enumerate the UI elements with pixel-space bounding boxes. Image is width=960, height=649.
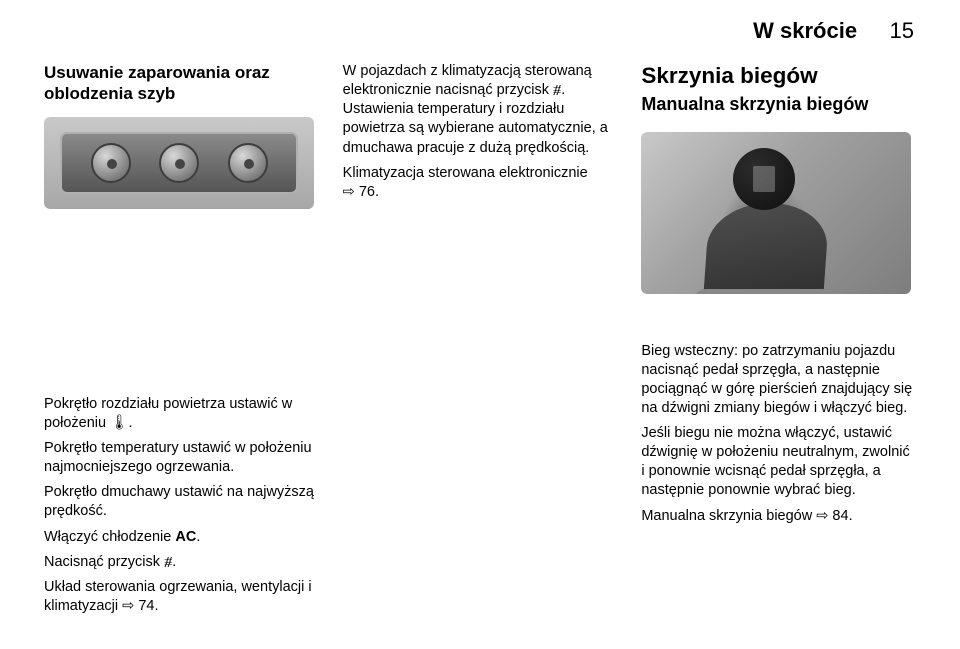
dial-icon <box>228 143 268 183</box>
col1-p6: Układ sterowania ogrzewania, wentylacji … <box>44 578 319 616</box>
page-reference: ⇨ 76 <box>343 184 375 200</box>
climate-panel-dials <box>60 132 298 194</box>
col3-p1: Bieg wsteczny: po zatrzymaniu pojazdu na… <box>641 342 916 419</box>
col1-p2: Pokrętło temperatury ustawić w położeniu… <box>44 439 319 477</box>
text: Układ sterowania ogrzewania, wentylacji … <box>44 579 312 614</box>
col2-p1: W pojazdach z klimatyzacją sterowaną ele… <box>343 62 618 158</box>
col1-p1: Pokrętło rozdziału powietrza ustawić w p… <box>44 395 319 433</box>
page-reference: ⇨ 74 <box>122 598 154 614</box>
gearshift-illustration <box>641 132 911 294</box>
gear-knob-shape <box>733 148 795 210</box>
layout-spacer <box>44 215 319 395</box>
text: . <box>129 415 133 431</box>
col1-p4: Włączyć chłodzenie AC. <box>44 528 319 547</box>
column-1: Usuwanie zaparowania oraz oblodzenia szy… <box>44 62 319 622</box>
text: . <box>849 508 853 524</box>
text: Nacisnąć przycisk <box>44 554 164 570</box>
col3-main-heading: Skrzynia biegów <box>641 62 916 89</box>
page-reference: ⇨ 84 <box>816 508 848 524</box>
text: Pokrętło rozdziału powietrza ustawić w p… <box>44 396 292 431</box>
column-3: Skrzynia biegów Manualna skrzynia biegów… <box>641 62 916 622</box>
text: . <box>172 554 176 570</box>
text: Klimatyzacja sterowana elektronicznie <box>343 165 588 181</box>
defrost-symbol-icon: 🌡 <box>110 415 128 431</box>
text: Włączyć chłodzenie <box>44 529 175 545</box>
rear-defrost-symbol-icon: ⧥ <box>553 82 561 98</box>
ac-label: AC <box>175 529 196 545</box>
text: . <box>196 529 200 545</box>
content-columns: Usuwanie zaparowania oraz oblodzenia szy… <box>44 62 916 622</box>
page-header: W skrócie 15 <box>44 18 916 44</box>
gear-boot-shape <box>702 203 830 294</box>
dial-icon <box>159 143 199 183</box>
col1-p5: Nacisnąć przycisk ⧥. <box>44 553 319 572</box>
column-2: W pojazdach z klimatyzacją sterowaną ele… <box>343 62 618 622</box>
header-page-number: 15 <box>890 18 914 43</box>
col3-sub-heading: Manualna skrzynia biegów <box>641 93 916 116</box>
col1-p3: Pokrętło dmuchawy ustawić na najwyższą p… <box>44 483 319 521</box>
col3-p2: Jeśli biegu nie można włączyć, ustawić d… <box>641 424 916 501</box>
text: . <box>375 184 379 200</box>
col3-p3: Manualna skrzynia biegów ⇨ 84. <box>641 507 916 526</box>
page-root: W skrócie 15 Usuwanie zaparowania oraz o… <box>0 0 960 649</box>
col2-p2: Klimatyzacja sterowana elektronicznie ⇨ … <box>343 164 618 202</box>
text: . <box>154 598 158 614</box>
climate-panel-illustration <box>44 117 314 209</box>
layout-spacer <box>641 300 916 342</box>
col1-heading: Usuwanie zaparowania oraz oblodzenia szy… <box>44 62 319 105</box>
header-section-title: W skrócie <box>753 18 857 43</box>
text: Manualna skrzynia biegów <box>641 508 816 524</box>
gearshift-figure <box>641 132 916 294</box>
climate-control-figure <box>44 117 319 209</box>
dial-icon <box>91 143 131 183</box>
